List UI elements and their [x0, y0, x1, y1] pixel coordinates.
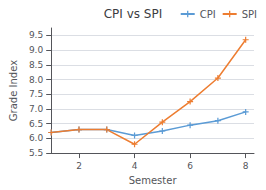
svg-text:9.5: 9.5: [29, 30, 43, 40]
svg-text:9.0: 9.0: [29, 45, 44, 55]
svg-text:4: 4: [132, 161, 138, 171]
svg-text:2: 2: [76, 161, 82, 171]
svg-text:7.5: 7.5: [29, 89, 43, 99]
svg-text:6: 6: [187, 161, 193, 171]
svg-text:Semester: Semester: [129, 175, 178, 186]
svg-text:8.5: 8.5: [29, 60, 43, 70]
svg-text:CPI: CPI: [200, 9, 216, 20]
svg-text:5.5: 5.5: [29, 148, 43, 158]
svg-text:8: 8: [243, 161, 249, 171]
svg-text:6.0: 6.0: [29, 133, 44, 143]
svg-text:CPI vs SPI: CPI vs SPI: [104, 7, 163, 21]
svg-text:6.5: 6.5: [29, 119, 43, 129]
svg-text:8.0: 8.0: [29, 75, 44, 85]
svg-text:Grade Index: Grade Index: [8, 60, 19, 121]
svg-text:SPI: SPI: [242, 9, 257, 20]
svg-text:7.0: 7.0: [29, 104, 44, 114]
